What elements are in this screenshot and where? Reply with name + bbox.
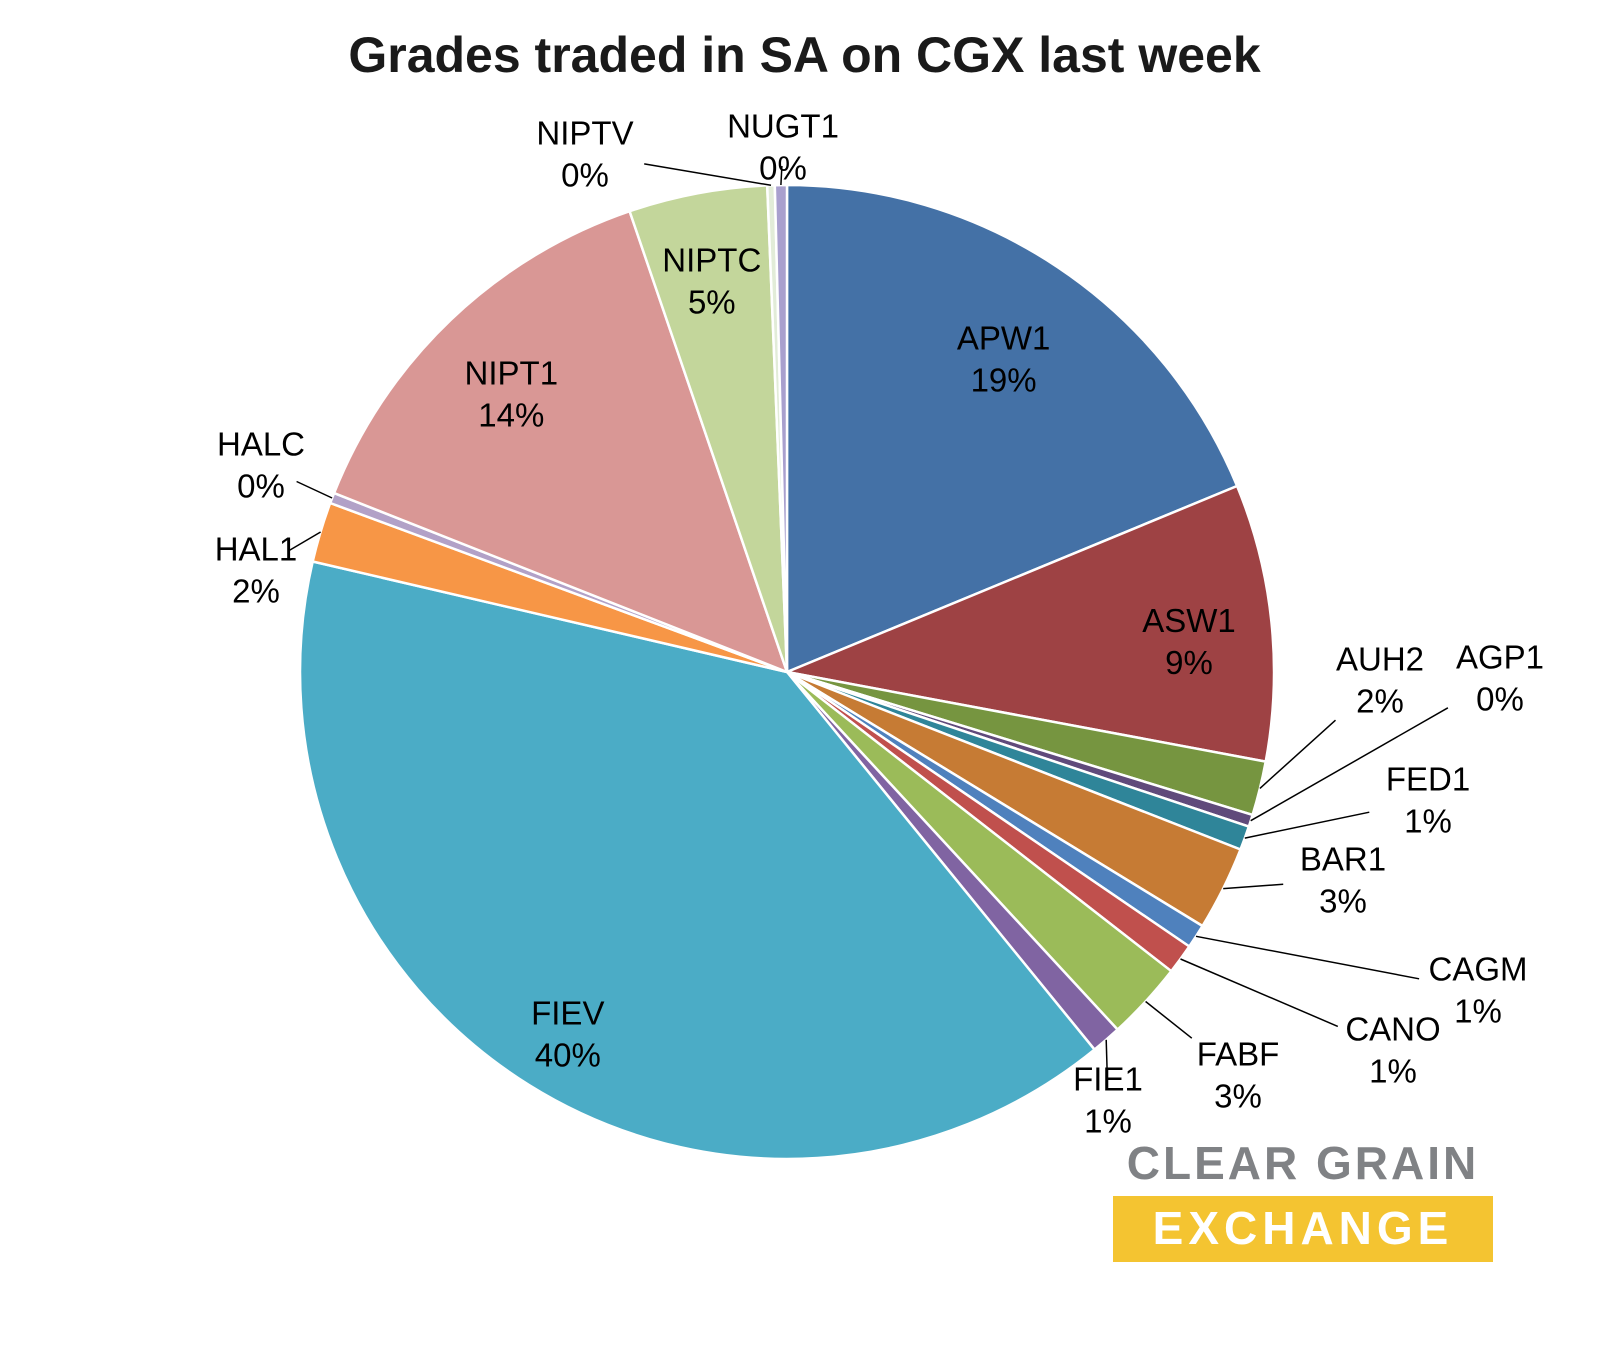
leader-line-BAR1 (1223, 883, 1284, 890)
slice-label-pct-NIPTC: 5% (688, 283, 736, 320)
slice-label-name-BAR1: BAR1 (1300, 841, 1386, 878)
slice-label-name-AGP1: AGP1 (1456, 639, 1544, 676)
slice-label-name-FABF: FABF (1197, 1036, 1280, 1073)
slice-label-pct-FIEV: 40% (535, 1037, 601, 1074)
slice-label-name-HAL1: HAL1 (215, 531, 298, 568)
slice-label-name-FIEV: FIEV (531, 995, 604, 1032)
slice-label-name-HALC: HALC (217, 426, 305, 463)
leader-line-HALC (296, 480, 333, 499)
pie-slice-ASW1 (785, 484, 1276, 763)
slice-label-pct-ASW1: 9% (1165, 644, 1213, 681)
pie-slice-NUGT1 (773, 183, 789, 674)
leader-line-NIPTV (644, 163, 772, 187)
slice-label-pct-AUH2: 2% (1356, 683, 1404, 720)
slice-label-pct-FED1: 1% (1404, 803, 1452, 840)
pie-slice-APW1 (785, 183, 1239, 674)
leader-line-HAL1 (287, 531, 321, 552)
slice-label-name-NIPTV: NIPTV (536, 115, 633, 152)
slice-label-pct-AGP1: 0% (1476, 681, 1524, 718)
slice-label-pct-APW1: 19% (971, 362, 1037, 399)
slice-label-pct-HAL1: 2% (232, 573, 280, 610)
slice-label-pct-BAR1: 3% (1319, 883, 1367, 920)
slice-label-name-AUH2: AUH2 (1336, 641, 1424, 678)
slice-label-name-ASW1: ASW1 (1142, 602, 1236, 639)
slice-label-pct-NIPT1: 14% (478, 397, 544, 434)
slice-label-pct-FABF: 3% (1214, 1078, 1262, 1115)
leader-line-NUGT1 (780, 165, 783, 186)
pie-slice-NIPT1 (332, 209, 789, 674)
pie-slice-FIEV (298, 560, 1096, 1161)
slice-label-name-CAGM: CAGM (1429, 951, 1528, 988)
slice-label-name-NIPTC: NIPTC (662, 241, 761, 278)
slice-label-pct-CAGM: 1% (1454, 993, 1502, 1030)
leader-line-FED1 (1244, 811, 1370, 839)
slice-label-pct-NUGT1: 0% (759, 150, 807, 187)
leader-line-CANO (1180, 958, 1339, 1028)
slice-label-name-FIE1: FIE1 (1073, 1061, 1143, 1098)
leader-line-CAGM (1195, 935, 1420, 980)
leader-line-FABF (1145, 1000, 1193, 1039)
logo-exchange-text: EXCHANGE (1113, 1196, 1493, 1262)
logo-clear-grain-text: CLEAR GRAIN (1126, 1137, 1480, 1189)
clear-grain-exchange-logo: CLEAR GRAIN EXCHANGE (1113, 1136, 1493, 1262)
leader-line-AUH2 (1259, 719, 1337, 789)
slice-label-name-FED1: FED1 (1386, 761, 1470, 798)
leader-line-AGP1 (1250, 707, 1449, 822)
slice-label-name-NIPT1: NIPT1 (465, 355, 559, 392)
slice-label-name-APW1: APW1 (957, 320, 1051, 357)
chart-title: Grades traded in SA on CGX last week (348, 27, 1261, 83)
leader-line-FIE1 (1105, 1039, 1108, 1070)
slice-label-pct-CANO: 1% (1369, 1053, 1417, 1090)
slice-label-pct-HALC: 0% (237, 468, 285, 505)
slice-label-name-NUGT1: NUGT1 (727, 108, 839, 145)
slice-label-pct-NIPTV: 0% (561, 157, 609, 194)
slice-label-name-CANO: CANO (1345, 1011, 1440, 1048)
slice-label-pct-FIE1: 1% (1084, 1103, 1132, 1140)
